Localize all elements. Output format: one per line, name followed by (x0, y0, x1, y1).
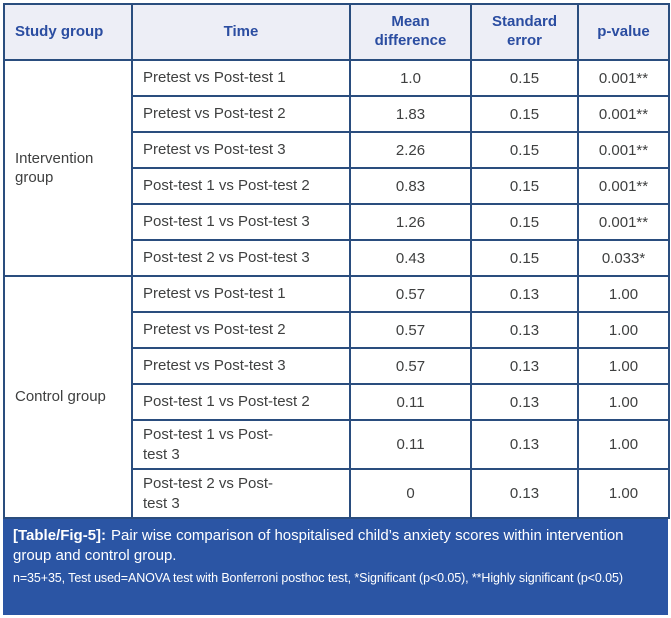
p-value-cell: 1.00 (577, 347, 670, 385)
mean-difference-cell: 1.0 (349, 59, 472, 97)
mean-difference-cell: 0.57 (349, 347, 472, 385)
standard-error-cell: 0.15 (470, 95, 579, 133)
col-header-mean-difference: Mean difference (349, 3, 472, 61)
mean-difference-cell: 0.11 (349, 419, 472, 470)
standard-error-cell: 0.13 (470, 383, 579, 421)
table-row: Intervention group Pretest vs Post-test … (3, 59, 670, 277)
p-value-cell: 0.001** (577, 167, 670, 205)
table-row: Post-test 1 vs Post-test 3 1.26 0.15 0.0… (4, 203, 670, 241)
table-row: Pretest vs Post-test 2 1.83 0.15 0.001** (4, 95, 670, 133)
p-value-cell: 1.00 (577, 275, 670, 313)
standard-error-cell: 0.15 (470, 131, 579, 169)
standard-error-cell: 0.13 (470, 468, 579, 519)
table-row: Post-test 2 vs Post- test 3 0 0.13 1.00 (4, 468, 670, 519)
time-cell: Post-test 1 vs Post-test 2 (131, 383, 351, 421)
table-row: Pretest vs Post-test 3 2.26 0.15 0.001** (4, 131, 670, 169)
time-cell: Pretest vs Post-test 2 (131, 95, 351, 133)
standard-error-cell: 0.13 (470, 311, 579, 349)
p-value-cell: 1.00 (577, 311, 670, 349)
col-header-time: Time (131, 3, 351, 61)
p-value-cell: 1.00 (577, 383, 670, 421)
time-cell: Post-test 2 vs Post-test 3 (131, 239, 351, 277)
caption-label: [Table/Fig-5]: (13, 527, 107, 544)
group-cell-intervention: Intervention group (3, 59, 133, 277)
mean-difference-cell: 2.26 (349, 131, 472, 169)
mean-difference-cell: 0.57 (349, 311, 472, 349)
p-value-cell: 0.001** (577, 59, 670, 97)
p-value-cell: 0.033* (577, 239, 670, 277)
standard-error-cell: 0.15 (470, 167, 579, 205)
time-cell: Post-test 1 vs Post-test 3 (131, 203, 351, 241)
p-value-cell: 0.001** (577, 203, 670, 241)
standard-error-cell: 0.15 (470, 59, 579, 97)
caption-note: n=35+35, Test used=ANOVA test with Bonfe… (13, 570, 623, 585)
time-cell: Pretest vs Post-test 2 (131, 311, 351, 349)
p-value-cell: 0.001** (577, 95, 670, 133)
mean-difference-cell: 1.83 (349, 95, 472, 133)
mean-difference-cell: 0 (349, 468, 472, 519)
time-cell: Pretest vs Post-test 3 (131, 347, 351, 385)
table-row: Post-test 2 vs Post-test 3 0.43 0.15 0.0… (4, 239, 670, 277)
standard-error-cell: 0.13 (470, 419, 579, 470)
caption-main: [Table/Fig-5]: Pair wise comparison of ho… (13, 526, 658, 567)
time-cell: Pretest vs Post-test 3 (131, 131, 351, 169)
table-figure-content: Study group Time Mean difference Standar… (3, 3, 670, 615)
pairwise-comparison-table: Study group Time Mean difference Standar… (3, 3, 670, 519)
col-header-standard-error: Standard error (470, 3, 579, 61)
caption-text: Pair wise comparison of hospitalised chi… (13, 527, 624, 565)
col-header-p-value: p-value (577, 3, 670, 61)
time-cell: Post-test 1 vs Post-test 2 (131, 167, 351, 205)
time-cell: Pretest vs Post-test 1 (131, 275, 351, 313)
col-header-study-group: Study group (3, 3, 133, 61)
time-cell: Pretest vs Post-test 1 (131, 59, 351, 97)
mean-difference-cell: 0.57 (349, 275, 472, 313)
standard-error-cell: 0.13 (470, 347, 579, 385)
table-header-row: Study group Time Mean difference Standar… (3, 3, 670, 61)
mean-difference-cell: 1.26 (349, 203, 472, 241)
time-cell: Post-test 1 vs Post- test 3 (131, 419, 351, 470)
table-row: Control group Pretest vs Post-test 1 0.5… (3, 275, 670, 519)
standard-error-cell: 0.15 (470, 239, 579, 277)
standard-error-cell: 0.15 (470, 203, 579, 241)
time-cell: Post-test 2 vs Post- test 3 (131, 468, 351, 519)
mean-difference-cell: 0.11 (349, 383, 472, 421)
p-value-cell: 0.001** (577, 131, 670, 169)
table-row: Pretest vs Post-test 2 0.57 0.13 1.00 (4, 311, 670, 349)
standard-error-cell: 0.13 (470, 275, 579, 313)
mean-difference-cell: 0.83 (349, 167, 472, 205)
table-row: Post-test 1 vs Post- test 3 0.11 0.13 1.… (4, 419, 670, 470)
group-cell-control: Control group (3, 275, 133, 519)
p-value-cell: 1.00 (577, 419, 670, 470)
table-row: Pretest vs Post-test 3 0.57 0.13 1.00 (4, 347, 670, 385)
p-value-cell: 1.00 (577, 468, 670, 519)
table-row: Post-test 1 vs Post-test 2 0.83 0.15 0.0… (4, 167, 670, 205)
mean-difference-cell: 0.43 (349, 239, 472, 277)
table-row: Post-test 1 vs Post-test 2 0.11 0.13 1.0… (4, 383, 670, 421)
table-caption: [Table/Fig-5]: Pair wise comparison of ho… (3, 519, 668, 615)
